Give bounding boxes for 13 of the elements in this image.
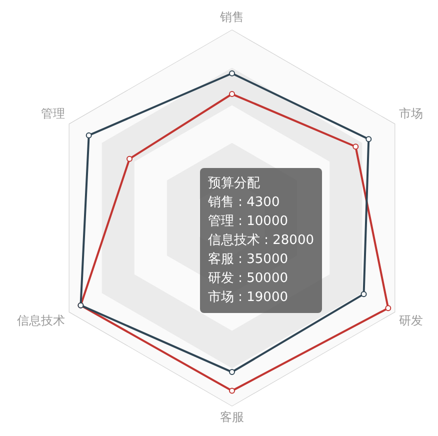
spoke-label: 销售 [219, 10, 244, 24]
spoke-label: 研发 [399, 314, 423, 328]
text: 信息技术 : 28000 [208, 232, 314, 250]
spoke-label: 客服 [220, 410, 244, 424]
text: 市场 : 19000 [208, 289, 289, 307]
spoke-label: 信息技术 [17, 314, 65, 328]
text: 研发 : 50000 [208, 270, 289, 288]
text: 管理 : 10000 [208, 213, 289, 231]
spoke-label: 市场 [399, 106, 423, 121]
text: 预算分配 [208, 175, 261, 193]
spoke-label: 管理 [41, 106, 65, 121]
text: 销售 : 4300 [208, 194, 281, 212]
text: 客服 : 35000 [208, 251, 289, 269]
